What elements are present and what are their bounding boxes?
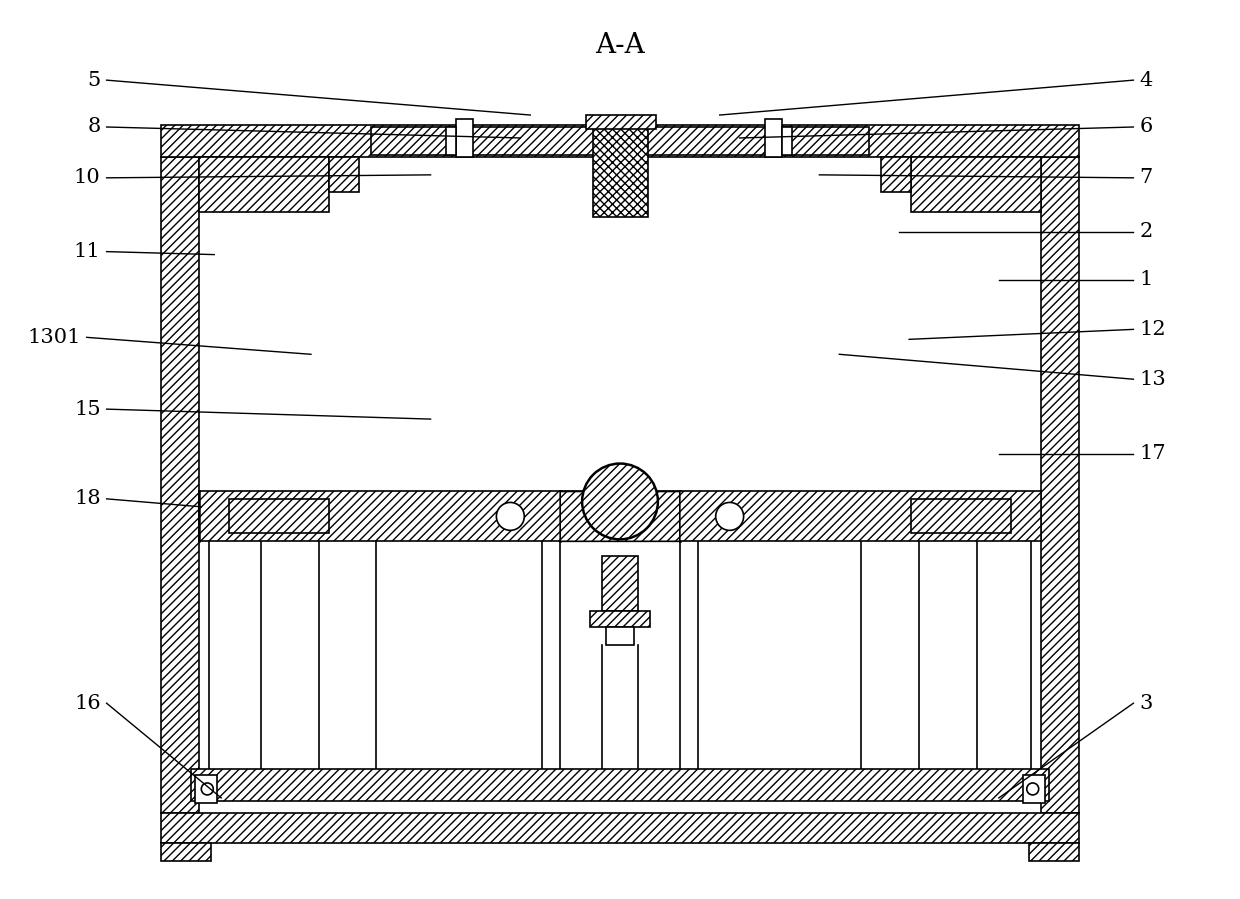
- Text: 15: 15: [74, 400, 100, 419]
- Text: 1301: 1301: [27, 328, 81, 347]
- Text: 2: 2: [1140, 222, 1153, 241]
- Circle shape: [582, 464, 658, 539]
- Text: 11: 11: [74, 242, 100, 261]
- Circle shape: [1027, 783, 1039, 795]
- Text: 5: 5: [87, 71, 100, 90]
- Text: 17: 17: [1140, 444, 1166, 464]
- Bar: [765, 119, 782, 157]
- Text: 12: 12: [1140, 320, 1166, 339]
- Bar: [161, 157, 200, 813]
- Bar: [196, 775, 217, 803]
- Bar: [606, 627, 634, 645]
- Text: 3: 3: [1140, 694, 1153, 713]
- Bar: [1023, 775, 1044, 803]
- Bar: [191, 769, 1049, 801]
- Bar: [445, 127, 455, 155]
- Bar: [455, 119, 474, 157]
- Bar: [882, 157, 911, 191]
- Bar: [1029, 842, 1079, 860]
- Bar: [911, 500, 1011, 533]
- Text: 10: 10: [74, 168, 100, 187]
- Bar: [587, 115, 656, 129]
- Text: 8: 8: [87, 118, 100, 137]
- Bar: [593, 127, 649, 217]
- Polygon shape: [560, 492, 680, 541]
- Text: 13: 13: [1140, 369, 1166, 388]
- Text: 4: 4: [1140, 71, 1153, 90]
- Text: A-A: A-A: [595, 31, 645, 58]
- Text: 18: 18: [74, 489, 100, 508]
- Bar: [161, 813, 1079, 842]
- Bar: [161, 125, 1079, 157]
- Text: 7: 7: [1140, 168, 1153, 187]
- Circle shape: [496, 503, 525, 530]
- Bar: [560, 492, 680, 541]
- Bar: [329, 157, 358, 191]
- Circle shape: [201, 783, 213, 795]
- Bar: [1040, 157, 1079, 813]
- Bar: [200, 157, 329, 212]
- Bar: [603, 556, 637, 611]
- Bar: [590, 611, 650, 627]
- Circle shape: [715, 503, 744, 530]
- Bar: [229, 500, 329, 533]
- Text: 1: 1: [1140, 270, 1153, 289]
- Bar: [782, 127, 792, 155]
- Bar: [161, 842, 211, 860]
- Text: 6: 6: [1140, 118, 1153, 137]
- Bar: [200, 492, 1040, 541]
- Text: 16: 16: [74, 694, 100, 713]
- Bar: [371, 127, 869, 155]
- Bar: [911, 157, 1040, 212]
